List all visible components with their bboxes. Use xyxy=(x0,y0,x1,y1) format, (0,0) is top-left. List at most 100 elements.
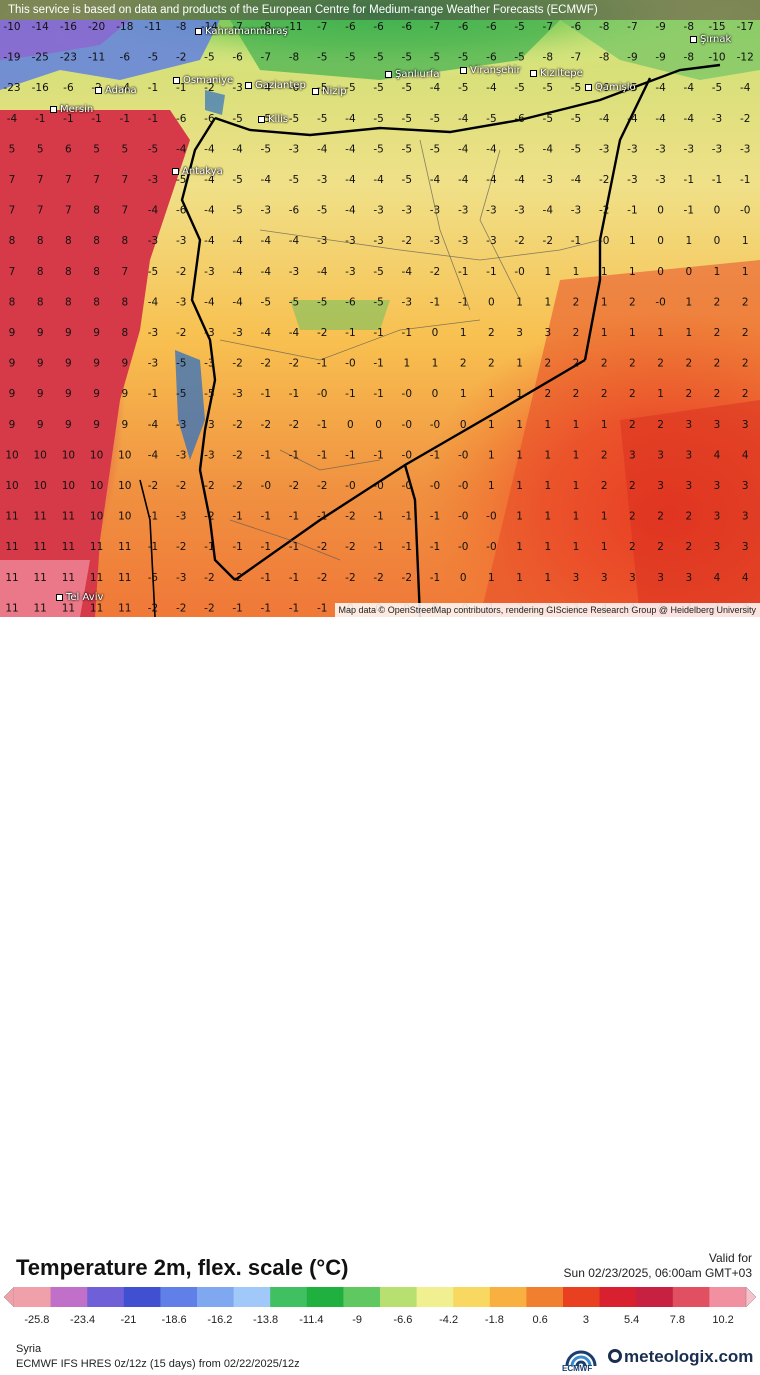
temperature-value: -3 xyxy=(712,143,722,155)
temperature-value: -2 xyxy=(204,511,214,523)
temperature-value: 1 xyxy=(488,419,495,431)
temperature-value: -1 xyxy=(712,174,722,186)
temperature-value: -1 xyxy=(317,419,327,431)
temperature-value: -4 xyxy=(345,205,356,217)
temperature-value: -0 xyxy=(655,296,665,308)
temperature-value: 5 xyxy=(121,143,128,155)
temperature-value: -4 xyxy=(458,174,469,186)
temperature-value: 11 xyxy=(5,511,18,523)
temperature-value: 3 xyxy=(657,449,664,461)
temperature-value: -2 xyxy=(232,449,242,461)
temperature-value: -5 xyxy=(289,296,299,308)
temperature-value: 2 xyxy=(629,358,636,370)
scale-tick-label: 0.6 xyxy=(532,1314,548,1326)
temperature-value: 1 xyxy=(601,327,608,339)
temperature-value: -1 xyxy=(402,327,412,339)
temperature-value: 0 xyxy=(432,327,439,339)
temperature-value: -0 xyxy=(345,358,355,370)
temperature-value: 0 xyxy=(432,388,439,400)
temperature-value: 9 xyxy=(121,388,128,400)
temperature-value: -4 xyxy=(684,82,695,94)
temperature-value: -5 xyxy=(317,296,327,308)
temperature-value: -3 xyxy=(289,266,299,278)
temperature-value: 3 xyxy=(742,419,749,431)
temperature-value: -6 xyxy=(204,113,215,125)
forecast-map[interactable]: -10 -14 -16 -20 -18 -11 -8 -14 -7 -8 -11 -7 -6 -6 -6 -7… xyxy=(0,0,760,617)
temperature-value: -0 xyxy=(458,541,468,553)
temperature-value: 8 xyxy=(121,235,128,247)
temperature-value: -3 xyxy=(486,235,496,247)
scale-arrow-left xyxy=(4,1287,15,1307)
temperature-value: 8 xyxy=(93,205,100,217)
temperature-value: -1 xyxy=(148,511,158,523)
temperature-value: 7 xyxy=(9,205,16,217)
temperature-value: -1 xyxy=(148,113,158,125)
temperature-value: -2 xyxy=(599,174,609,186)
temperature-value: 1 xyxy=(629,327,636,339)
temperature-value: 1 xyxy=(460,327,467,339)
temperature-value: 3 xyxy=(714,480,721,492)
temperature-value: -1 xyxy=(430,511,440,523)
temperature-value: -6 xyxy=(345,296,356,308)
temperature-value: -2 xyxy=(514,235,524,247)
temperature-value: 0 xyxy=(685,266,692,278)
scale-tick-label: 7.8 xyxy=(669,1314,686,1326)
temperature-value: -5 xyxy=(345,52,355,64)
temperature-value: -1 xyxy=(120,113,130,125)
scale-tick-label: -25.8 xyxy=(24,1314,50,1326)
temperature-value: 9 xyxy=(93,327,100,339)
temperature-value: 11 xyxy=(34,572,47,584)
temperature-value: 3 xyxy=(601,572,608,584)
temperature-value: 1 xyxy=(544,266,551,278)
temperature-value: 11 xyxy=(62,572,75,584)
temperature-value: -1 xyxy=(289,541,299,553)
temperature-value: -4 xyxy=(289,235,300,247)
temperature-value: -2 xyxy=(261,358,271,370)
meteologix-logo[interactable]: meteologix.com xyxy=(608,1347,753,1367)
temperature-value: 9 xyxy=(93,358,100,370)
temperature-value: -11 xyxy=(88,52,105,64)
temperature-value: -1 xyxy=(204,541,214,553)
city-label: Şırnak xyxy=(690,34,731,45)
temperature-value: -10 xyxy=(3,21,20,33)
temperature-value: -5 xyxy=(373,143,383,155)
temperature-value: 11 xyxy=(34,541,47,553)
temperature-value: 3 xyxy=(742,541,749,553)
temperature-value: -4 xyxy=(204,205,215,217)
temperature-value: 9 xyxy=(121,419,128,431)
temperature-value: -4 xyxy=(486,174,497,186)
temperature-value: -4 xyxy=(261,266,272,278)
temperature-value: 10 xyxy=(118,511,131,523)
temperature-value: -0 xyxy=(599,235,609,247)
temperature-value: -4 xyxy=(571,174,582,186)
temperature-value: -4 xyxy=(345,174,356,186)
temperature-value: -3 xyxy=(373,205,383,217)
temperature-value: 8 xyxy=(37,296,44,308)
temperature-value: 8 xyxy=(65,235,72,247)
temperature-value: -3 xyxy=(204,266,214,278)
scale-color-cell xyxy=(160,1287,198,1307)
temperature-value: 1 xyxy=(544,296,551,308)
temperature-value: 1 xyxy=(685,327,692,339)
temperature-value: -4 xyxy=(655,113,666,125)
temperature-value: 0 xyxy=(714,235,721,247)
temperature-value: -2 xyxy=(176,52,186,64)
temperature-value: -4 xyxy=(740,82,751,94)
temperature-value: -3 xyxy=(176,449,186,461)
temperature-value: 2 xyxy=(601,449,608,461)
temperature-value: 1 xyxy=(601,419,608,431)
temperature-value: -1 xyxy=(261,602,271,614)
temperature-value: 3 xyxy=(657,572,664,584)
temperature-value: -11 xyxy=(144,21,161,33)
map-attribution[interactable]: Map data © OpenStreetMap contributors, r… xyxy=(334,603,760,617)
temperature-value: -1 xyxy=(232,602,242,614)
temperature-value: -1 xyxy=(63,113,73,125)
temperature-value: -4 xyxy=(261,327,272,339)
temperature-value: -4 xyxy=(204,296,215,308)
temperature-value: -5 xyxy=(317,52,327,64)
temperature-value: -1 xyxy=(317,511,327,523)
temperature-value: -4 xyxy=(345,113,356,125)
city-label: Nizip xyxy=(312,86,347,97)
temperature-value: 3 xyxy=(742,511,749,523)
temperature-value: 4 xyxy=(742,572,749,584)
